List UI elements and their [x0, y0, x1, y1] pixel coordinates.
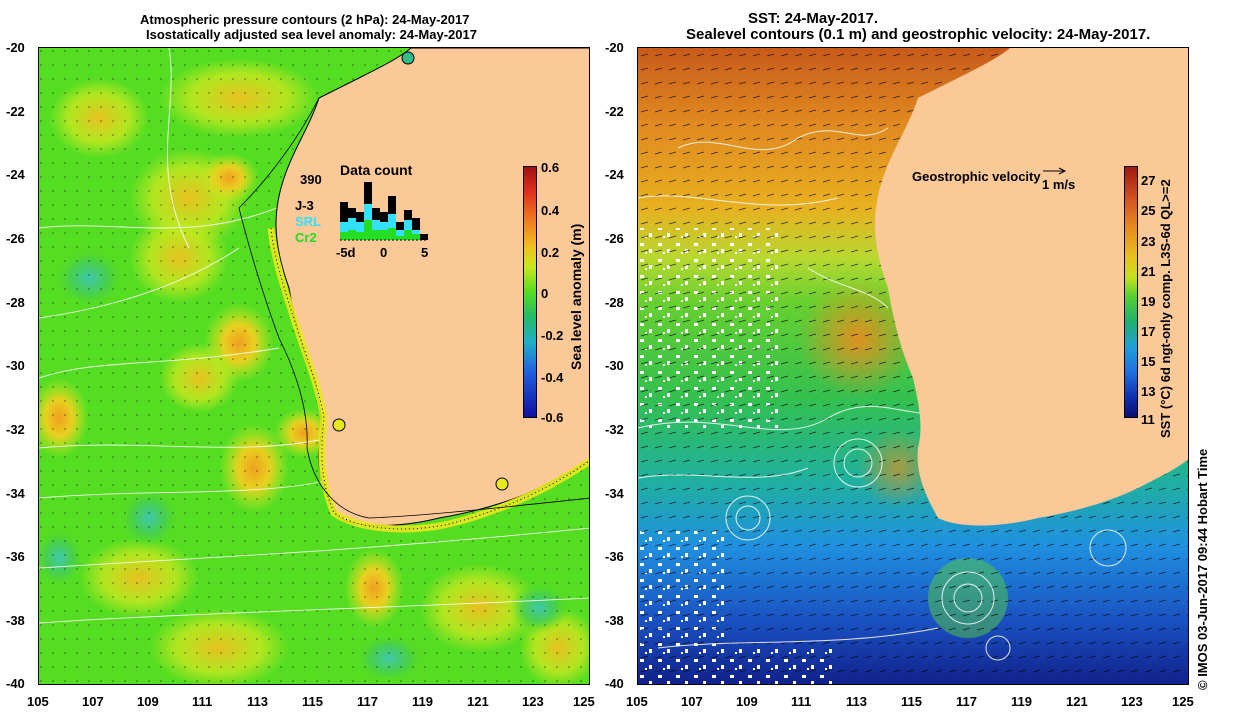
lon-tick: 111	[791, 694, 812, 709]
sst-colorbar-tick: 15	[1141, 354, 1156, 369]
lon-tick: 121	[1066, 694, 1088, 709]
lon-tick: 123	[522, 694, 544, 709]
histogram-tick: 0	[380, 245, 388, 260]
data-count-histogram	[340, 182, 428, 241]
lat-tick: -22	[6, 104, 25, 119]
lon-tick: 105	[626, 694, 648, 709]
lon-tick: 121	[467, 694, 489, 709]
colorbar-tick: 0.2	[541, 245, 560, 260]
lon-tick: 117	[956, 694, 977, 709]
lon-tick: 125	[573, 694, 595, 709]
sea-level-colorbar-label: Sea level anomaly (m)	[568, 223, 584, 370]
sea-level-contours	[638, 127, 1127, 661]
sst-colorbar-tick: 17	[1141, 324, 1156, 339]
lat-tick: -26	[605, 231, 624, 246]
lat-tick: -28	[605, 295, 624, 310]
colorbar-tick: -0.4	[541, 370, 564, 385]
lat-tick: -34	[6, 486, 25, 501]
legend-j3: J-3	[295, 198, 314, 213]
velocity-arrow-icon	[1043, 167, 1067, 175]
australia-landmass	[875, 48, 1188, 526]
colorbar-tick: 0.6	[541, 160, 560, 175]
sst-colorbar-tick: 13	[1141, 384, 1156, 399]
lat-tick: -32	[6, 422, 25, 437]
data-count-title: Data count	[340, 162, 413, 178]
lat-tick: -38	[605, 613, 624, 628]
lon-tick: 107	[82, 694, 104, 709]
imos-credit: © IMOS 03-Jun-2017 09:44 Hobart Time	[1195, 448, 1210, 690]
lat-tick: -24	[605, 167, 624, 182]
lat-tick: -20	[605, 40, 624, 55]
sst-colorbar-label: SST (°C) 6d ngt-only comp. L3S-6d QL>=2	[1158, 179, 1173, 438]
lat-tick: -22	[605, 104, 624, 119]
lat-tick: -36	[6, 549, 25, 564]
velocity-scale: 1 m/s	[1042, 177, 1076, 192]
lon-tick: 113	[247, 694, 268, 709]
lon-tick: 117	[357, 694, 378, 709]
lat-tick: -26	[6, 231, 25, 246]
lon-tick: 111	[192, 694, 213, 709]
lon-tick: 109	[137, 694, 159, 709]
lon-tick: 125	[1172, 694, 1194, 709]
colorbar-tick: -0.6	[541, 410, 564, 425]
lat-tick: -38	[6, 613, 25, 628]
tide-gauge-marker	[495, 477, 509, 491]
histogram-tick: 5	[421, 245, 429, 260]
sst-colorbar-tick: 27	[1141, 173, 1156, 188]
lat-tick: -28	[6, 295, 25, 310]
left-title-line2: Isostatically adjusted sea level anomaly…	[146, 27, 477, 42]
legend-cr2: Cr2	[295, 230, 317, 245]
left-title-line1: Atmospheric pressure contours (2 hPa): 2…	[140, 12, 470, 27]
histogram-tick: -5d	[336, 245, 356, 260]
right-title-line2: Sealevel contours (0.1 m) and geostrophi…	[686, 26, 1151, 43]
lon-tick: 109	[736, 694, 758, 709]
sst-colorbar	[1124, 166, 1138, 418]
lon-tick: 115	[901, 694, 922, 709]
lon-tick: 119	[412, 694, 433, 709]
lat-tick: -36	[605, 549, 624, 564]
lon-tick: 107	[681, 694, 703, 709]
lat-tick: -24	[6, 167, 25, 182]
left-sea-level-map	[38, 47, 590, 685]
lon-tick: 115	[302, 694, 323, 709]
data-count-total: 390	[300, 172, 322, 187]
lat-tick: -30	[6, 358, 25, 373]
colorbar-tick: 0	[541, 286, 549, 301]
colorbar-tick: 0.4	[541, 203, 560, 218]
sst-colorbar-tick: 25	[1141, 203, 1156, 218]
right-title-line1: SST: 24-May-2017.	[748, 10, 879, 27]
velocity-legend-label: Geostrophic velocity	[912, 169, 1041, 184]
lon-tick: 119	[1011, 694, 1032, 709]
lon-tick: 105	[27, 694, 49, 709]
colorbar-tick: -0.2	[541, 328, 564, 343]
lat-tick: -40	[6, 676, 25, 691]
tide-gauge-marker	[332, 418, 346, 432]
lat-tick: -30	[605, 358, 624, 373]
sea-level-colorbar	[523, 166, 537, 418]
sst-colorbar-tick: 23	[1141, 234, 1156, 249]
sst-colorbar-tick: 21	[1141, 264, 1156, 279]
sst-colorbar-tick: 19	[1141, 294, 1156, 309]
tide-gauge-marker	[401, 51, 415, 65]
legend-srl: SRL	[295, 214, 321, 229]
lat-tick: -34	[605, 486, 624, 501]
sst-colorbar-tick: 11	[1141, 412, 1155, 427]
pressure-contours	[39, 48, 589, 624]
lon-tick: 123	[1121, 694, 1143, 709]
lon-tick: 113	[846, 694, 867, 709]
lat-tick: -32	[605, 422, 624, 437]
right-sst-map	[637, 47, 1189, 685]
lat-tick: -20	[6, 40, 25, 55]
lat-tick: -40	[605, 676, 624, 691]
